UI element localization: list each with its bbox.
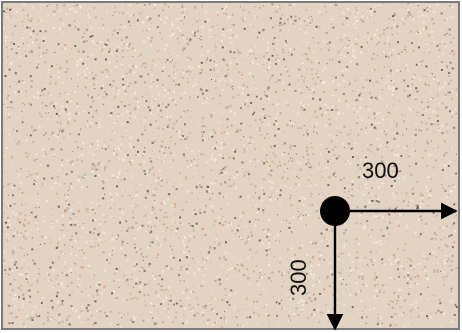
vertical-dimension-label: 300: [286, 259, 311, 296]
speckle-texture: [3, 3, 458, 328]
speckled-background: [2, 2, 459, 329]
horizontal-dimension-label: 300: [362, 158, 399, 183]
origin-marker: [320, 196, 350, 226]
